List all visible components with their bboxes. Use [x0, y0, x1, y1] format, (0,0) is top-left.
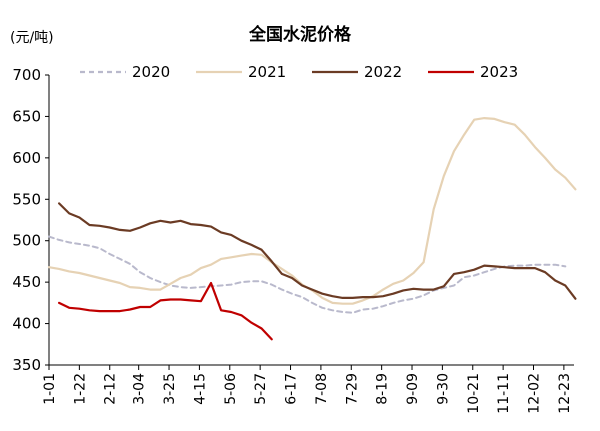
series-line-2020	[48, 235, 567, 314]
y-tick-label: 700	[12, 66, 41, 84]
legend: 2020 2021 2022 2023	[80, 63, 518, 81]
x-tick-label: 5-06	[223, 373, 239, 405]
x-tick-label: 2-12	[103, 373, 119, 405]
x-tick-label: 8-19	[375, 373, 391, 405]
x-tick-label: 3-04	[132, 373, 148, 405]
x-tick-label: 9-30	[435, 373, 451, 405]
x-tick-label: 10-21	[466, 373, 482, 414]
series-lines	[47, 116, 577, 341]
series-line-2022	[57, 202, 577, 300]
y-tick-label: 650	[12, 107, 41, 125]
legend-label-2021: 2021	[248, 63, 286, 81]
series-line-2023	[57, 281, 273, 341]
x-tick-label: 12-23	[557, 373, 573, 414]
x-tick-label: 3-25	[162, 373, 178, 405]
x-tick-label: 5-27	[253, 373, 269, 405]
y-axis-unit-label: (元/吨)	[10, 30, 54, 46]
y-tick-label: 450	[12, 273, 41, 291]
y-tick-label: 600	[12, 149, 41, 167]
legend-label-2020: 2020	[132, 63, 170, 81]
y-tick-label: 400	[12, 315, 41, 333]
y-tick-label: 500	[12, 232, 41, 250]
legend-label-2022: 2022	[364, 63, 402, 81]
x-tick-label: 1-22	[72, 373, 88, 405]
x-tick-label: 7-08	[314, 373, 330, 405]
x-tick-label: 12-02	[527, 373, 543, 414]
y-tick-label: 550	[12, 190, 41, 208]
series-line-2021	[47, 116, 577, 305]
x-tick-label: 4-15	[192, 373, 208, 405]
x-tick-label: 11-11	[496, 373, 512, 414]
legend-label-2023: 2023	[480, 63, 518, 81]
x-tick-label: 7-29	[344, 373, 360, 405]
y-tick-label: 350	[12, 356, 41, 374]
axes: 350 400 450 500 550 600 650 700 1-01 1-22 2-12 3-04…	[12, 66, 574, 414]
chart-title: 全国水泥价格	[249, 25, 351, 45]
x-tick-label: 9-09	[405, 373, 421, 405]
x-tick-label: 1-01	[42, 373, 58, 405]
x-tick-label: 6-17	[284, 373, 300, 405]
